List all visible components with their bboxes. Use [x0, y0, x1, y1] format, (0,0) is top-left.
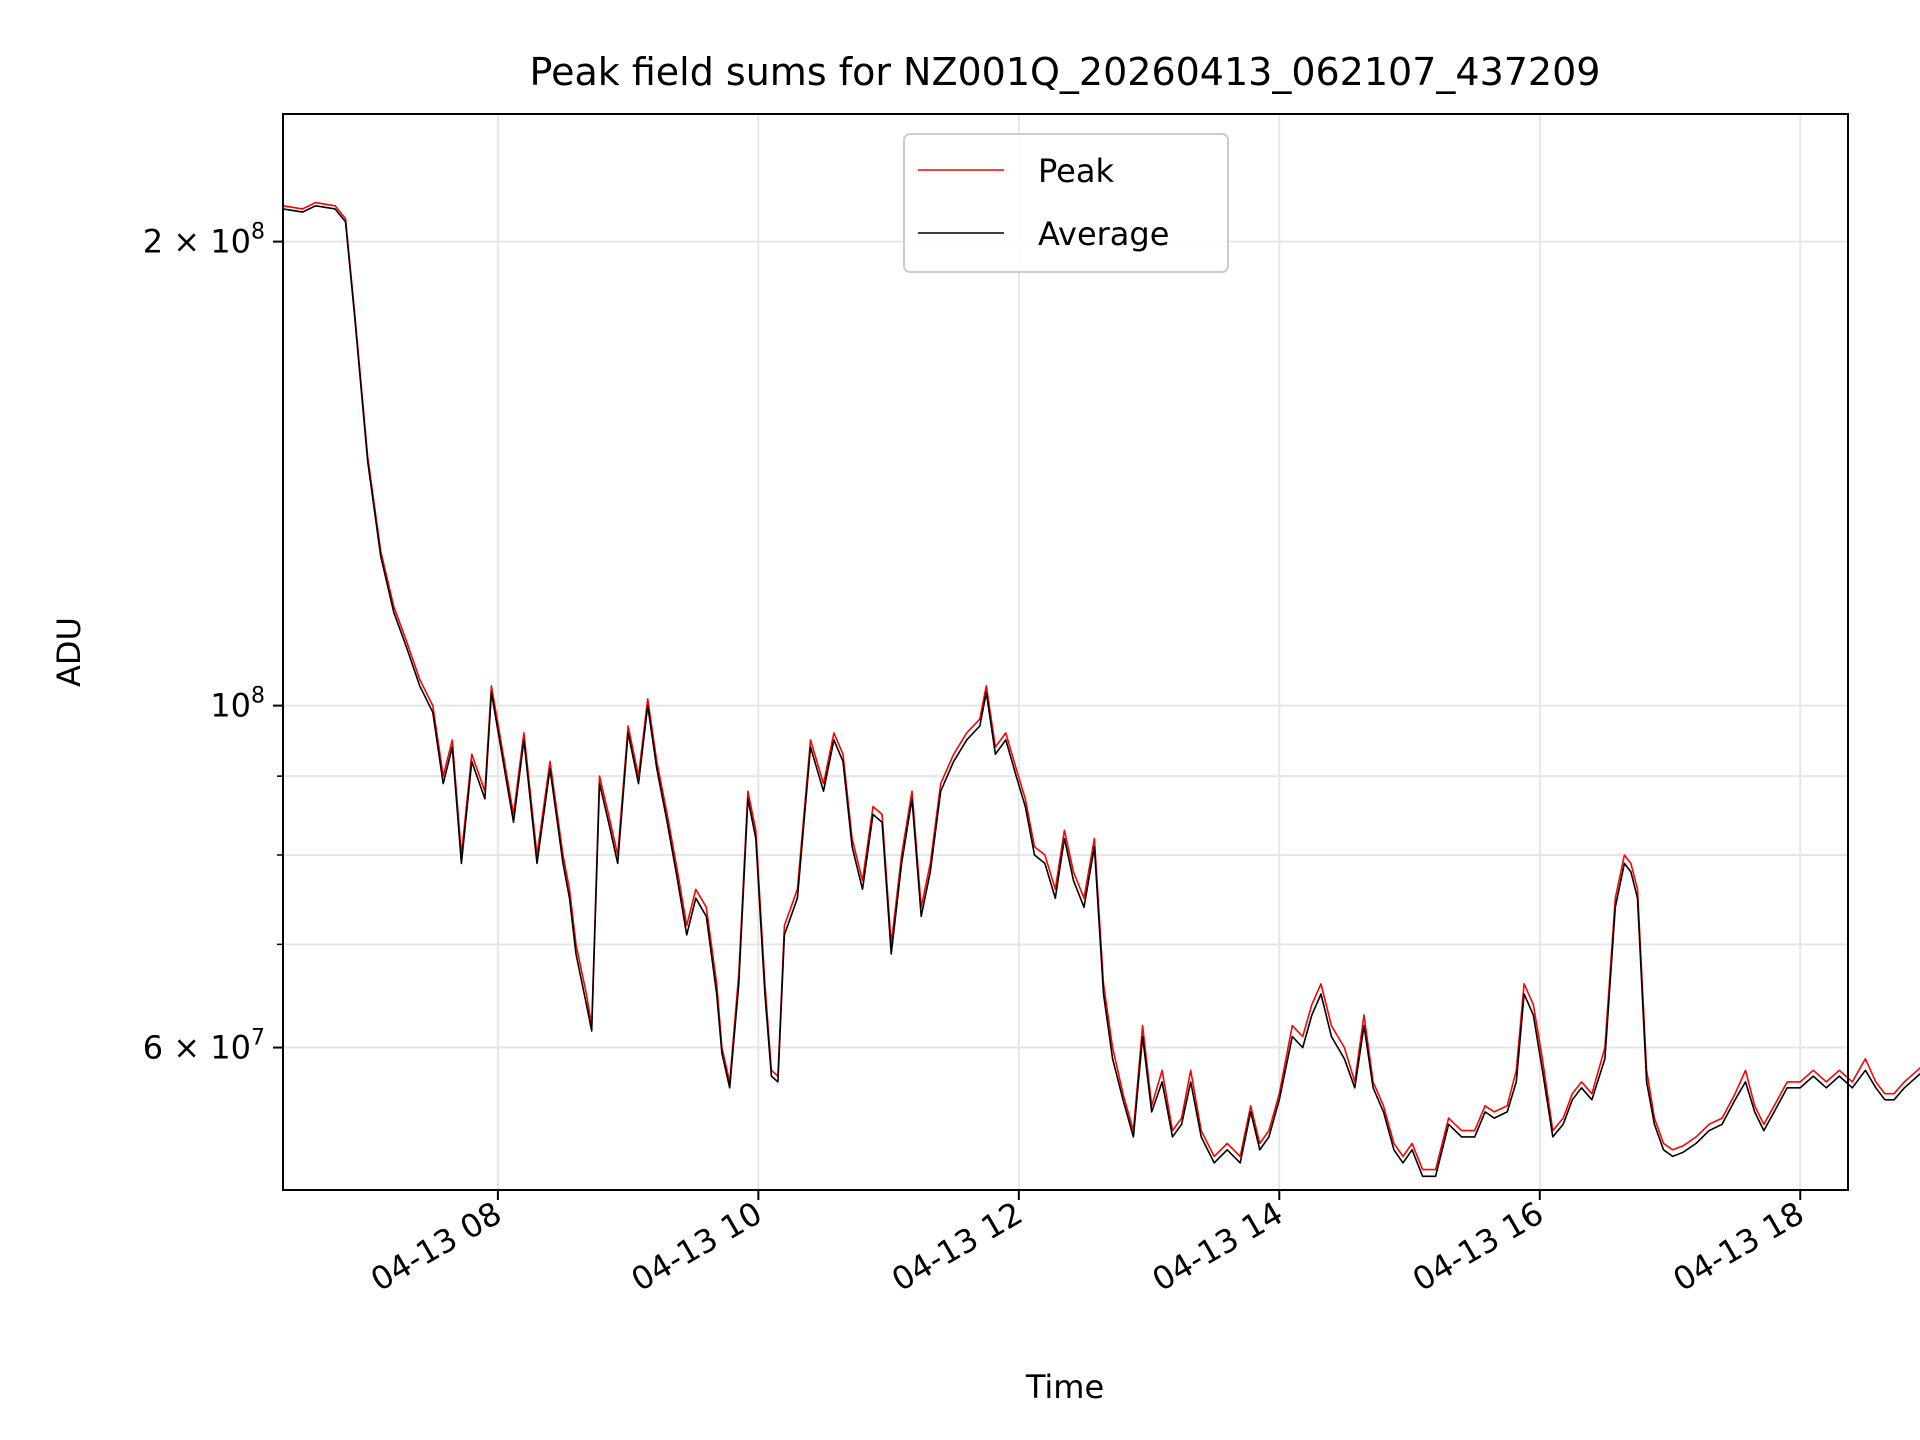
y-tick-exponent: 7 — [251, 1026, 265, 1051]
y-axis-label: ADU — [50, 617, 88, 687]
series-line-average — [282, 205, 1920, 1178]
plot-frame — [282, 113, 1849, 1191]
y-tick-base: 2 × 10 — [143, 223, 251, 261]
y-tick-exponent: 8 — [251, 684, 265, 709]
legend: Peak Average — [903, 133, 1229, 273]
y-tick-label: 108 — [210, 684, 265, 725]
series-layer — [282, 201, 1920, 1178]
legend-box — [903, 133, 1229, 273]
y-tick-exponent: 8 — [251, 220, 265, 245]
x-axis-label: Time — [1025, 1368, 1104, 1406]
y-tick-base: 6 × 10 — [143, 1029, 251, 1067]
y-tick-base: 10 — [210, 687, 251, 725]
y-tick-label: 2 × 108 — [143, 220, 265, 261]
chart-title: Peak field sums for NZ001Q_20260413_0621… — [530, 50, 1601, 94]
y-tick-label: 6 × 107 — [143, 1026, 265, 1067]
legend-label-average: Average — [1038, 215, 1169, 253]
legend-label-peak: Peak — [1038, 152, 1114, 190]
grid — [283, 114, 1848, 1190]
series-line-peak — [282, 201, 1920, 1171]
